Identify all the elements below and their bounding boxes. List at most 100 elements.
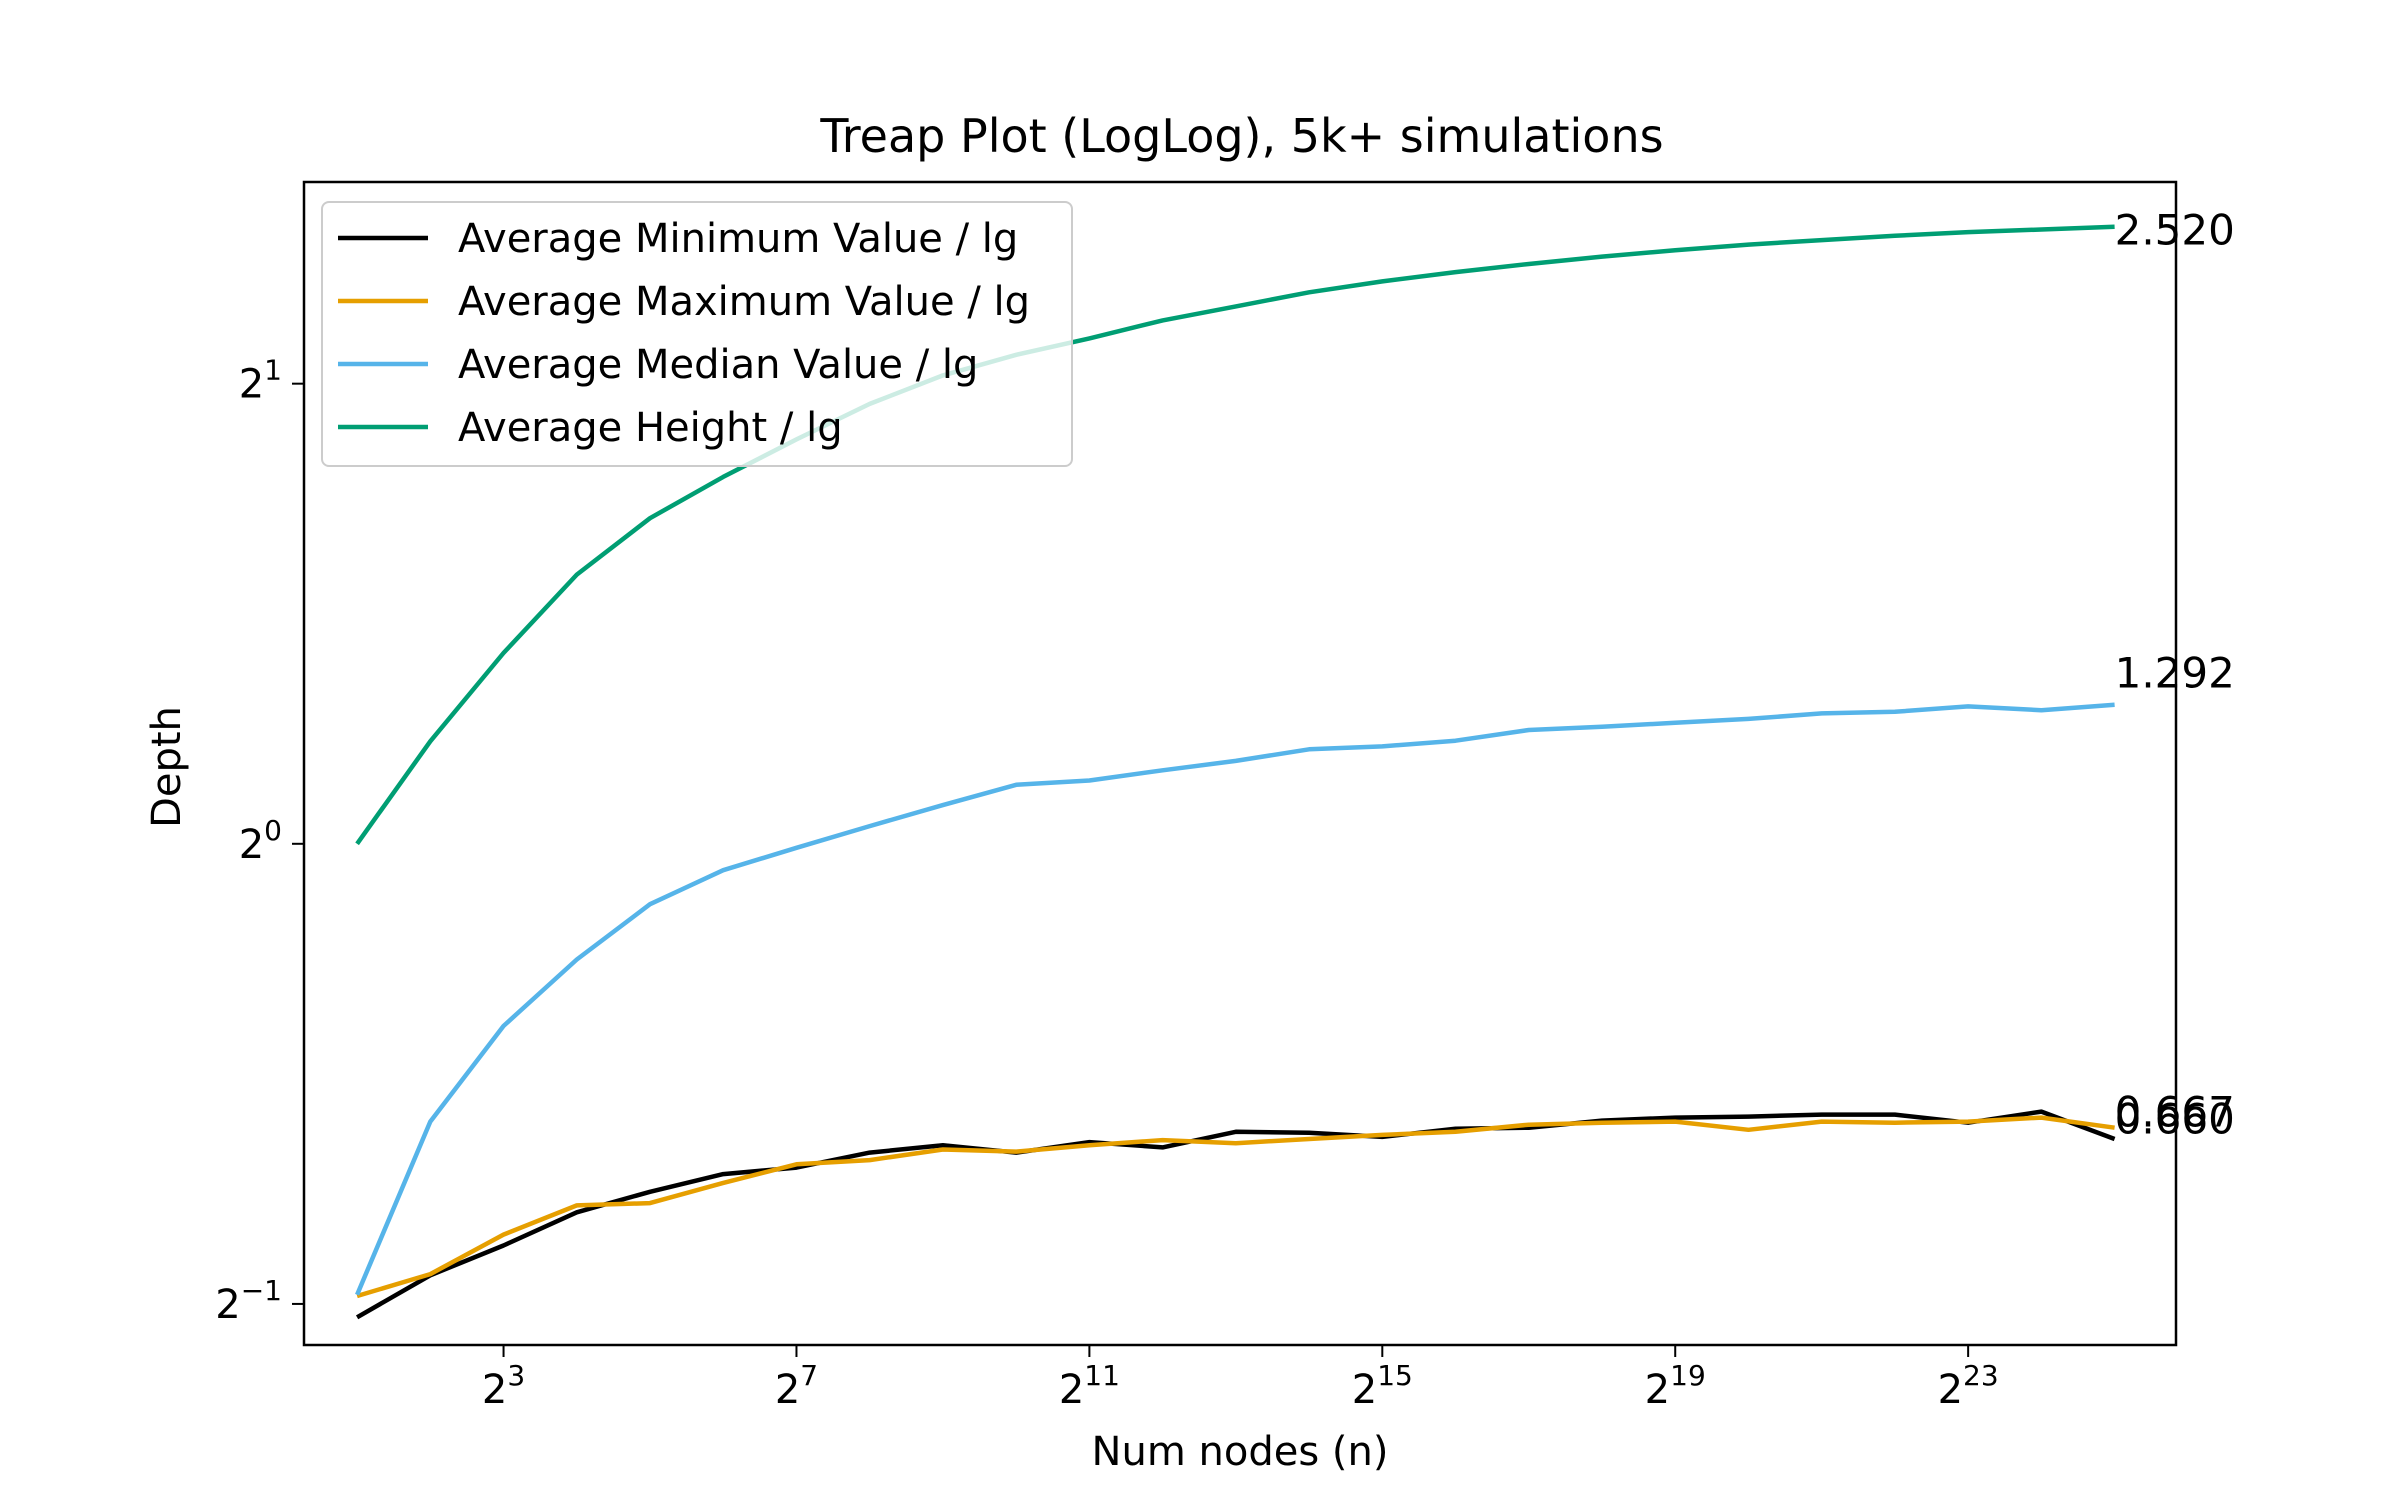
data-point: [1380, 1132, 1385, 1137]
series-line: [355, 702, 2115, 1296]
data-point: [501, 1243, 506, 1248]
data-point: [1233, 1129, 1238, 1134]
y-tick-label: 20: [239, 814, 282, 868]
data-point: [2112, 702, 2117, 707]
data-point: [648, 516, 653, 521]
data-point: [648, 1189, 653, 1194]
data-point: [648, 1201, 653, 1206]
plot-frame: [302, 180, 2178, 1347]
series-2: [355, 702, 2117, 1296]
y-axis-ticks: 2−1 20 21: [215, 354, 304, 1328]
end-value-label: 0.660: [2115, 1095, 2235, 1144]
end-value-label: 0.667: [2115, 1088, 2235, 1137]
data-point: [1819, 711, 1824, 716]
data-point: [1160, 318, 1165, 323]
data-point: [574, 1203, 579, 1208]
data-point: [501, 651, 506, 656]
data-point: [501, 1232, 506, 1237]
data-point: [1746, 1114, 1751, 1119]
series-line: [356, 1115, 2115, 1299]
data-point: [1892, 1112, 1897, 1117]
legend-entry: Average Minimum Value / lg: [338, 216, 1018, 262]
data-point: [1087, 778, 1092, 783]
data-point: [1307, 1137, 1312, 1142]
data-point: [1746, 1127, 1751, 1132]
data-point: [721, 868, 726, 873]
series-0: [355, 1109, 2116, 1320]
legend-entry: Average Maximum Value / lg: [338, 279, 1030, 325]
data-point: [1014, 782, 1019, 787]
data-point: [1307, 747, 1312, 752]
data-point: [1453, 1129, 1458, 1134]
data-point: [1892, 1120, 1897, 1125]
data-point: [1600, 254, 1605, 259]
data-point: [1526, 728, 1531, 733]
legend-label: Average Maximum Value / lg: [458, 279, 1030, 325]
data-point: [2039, 227, 2044, 232]
data-point: [1160, 1145, 1165, 1150]
data-point: [648, 902, 653, 907]
data-point: [1746, 716, 1751, 721]
x-tick-label: 211: [1059, 1359, 1120, 1413]
data-point: [1233, 758, 1238, 763]
data-point: [428, 739, 433, 744]
y-axis-label: Depth: [144, 706, 190, 828]
x-tick-label: 27: [775, 1359, 818, 1413]
y-tick-label: 2−1: [215, 1274, 282, 1328]
data-point: [940, 803, 945, 808]
data-point: [1307, 1130, 1312, 1135]
data-point: [867, 824, 872, 829]
x-tick-label: 223: [1938, 1359, 1999, 1413]
legend: Average Minimum Value / lg Average Maximu…: [321, 201, 1073, 467]
data-point: [1600, 1120, 1605, 1125]
data-point: [1673, 248, 1678, 253]
data-point: [1966, 704, 1971, 709]
plot-lines: [355, 224, 2117, 1320]
data-point: [574, 572, 579, 577]
data-point: [721, 474, 726, 479]
data-point: [574, 957, 579, 962]
legend-label: Average Median Value / lg: [458, 342, 978, 388]
series-3: [355, 224, 2115, 846]
y-tick-label: 21: [239, 354, 282, 408]
data-point: [1600, 724, 1605, 729]
data-point: [1966, 230, 1971, 235]
data-point: [1966, 1119, 1971, 1124]
data-point: [574, 1210, 579, 1215]
legend-label: Average Minimum Value / lg: [458, 216, 1018, 262]
x-tick-label: 23: [482, 1359, 525, 1413]
chart-title: Treap Plot (LogLog), 5k+ simulations: [819, 109, 1663, 163]
data-point: [1673, 1119, 1678, 1124]
data-point: [1233, 1141, 1238, 1146]
data-point: [2039, 1109, 2044, 1114]
data-point: [794, 845, 799, 850]
data-point: [1892, 709, 1897, 714]
data-point: [1453, 270, 1458, 275]
data-point: [1233, 304, 1238, 309]
data-point: [355, 1315, 360, 1320]
data-point: [1380, 279, 1385, 284]
data-point: [721, 1180, 726, 1185]
data-point: [1526, 1122, 1531, 1127]
data-point: [428, 1119, 433, 1124]
series-line: [355, 224, 2115, 846]
data-point: [940, 1147, 945, 1152]
data-point: [867, 1150, 872, 1155]
data-point: [1307, 290, 1312, 295]
data-point: [2039, 708, 2044, 713]
x-axis-label: Num nodes (n): [1092, 1429, 1389, 1475]
data-point: [867, 1158, 872, 1163]
data-point: [428, 1272, 433, 1277]
data-point: [2039, 1115, 2044, 1120]
data-point: [721, 1172, 726, 1177]
data-point: [1526, 262, 1531, 267]
data-point: [1087, 1143, 1092, 1148]
data-point: [1160, 1138, 1165, 1143]
data-point: [1819, 1112, 1824, 1117]
series-line: [355, 1109, 2116, 1320]
data-point: [1892, 233, 1897, 238]
data-point: [794, 1162, 799, 1167]
x-axis-ticks: 23 27 211 215 219 223: [482, 1345, 1999, 1413]
data-point: [355, 841, 360, 846]
